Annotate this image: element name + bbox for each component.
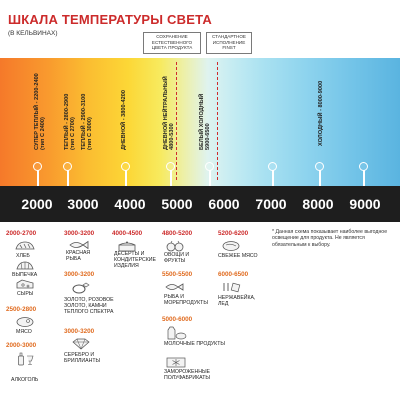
page-subtitle: (В КЕЛЬВИНАХ) xyxy=(8,30,58,37)
pin-marker-icon xyxy=(268,162,277,171)
dessert-cake-icon xyxy=(118,241,136,252)
scale-tick: 6000 xyxy=(208,196,240,212)
category-item-vegetables: ОВОЩИ И ФРУКТЫ xyxy=(164,252,190,265)
category-range: 5000-6000 xyxy=(162,316,193,323)
seafood-icon xyxy=(165,283,184,291)
alcohol-bottle-icon xyxy=(18,352,34,366)
range-label-line: ХОЛОДНЫЙ - 8000-9000 xyxy=(318,80,324,146)
scale-tick: 8000 xyxy=(302,196,334,212)
pin-stem xyxy=(37,170,39,186)
dairy-icon xyxy=(167,326,187,340)
range-label-line: (тип C 2400) xyxy=(40,117,47,150)
category-item-dairy: МОЛОЧНЫЕ ПРОДУКТЫ xyxy=(164,341,225,347)
footnote: * Данная схема показывает наиболее выгод… xyxy=(272,229,388,248)
range-label-cool-white: БЕЛЫЙ ХОЛОДНЫЙ 5900-6500 xyxy=(199,94,211,150)
range-label-daylight: ДНЕВНОЙ - 3800-4200 xyxy=(121,90,127,150)
range-label-line: (тип C 3000) xyxy=(87,117,94,150)
category-range: 3000-3200 xyxy=(64,328,95,335)
pin-marker-icon xyxy=(205,162,214,171)
category-range: 5200-6200 xyxy=(218,230,249,237)
standard-finst-note: СТАНДАРТНОЕ ИСПОЛНЕНИЕ FINST xyxy=(206,32,252,54)
scale-tick: 3000 xyxy=(67,196,99,212)
gold-ring-icon xyxy=(72,282,90,294)
pin-stem xyxy=(363,170,365,186)
finst-marker-line xyxy=(217,62,218,180)
pin-marker-icon xyxy=(33,162,42,171)
range-label-warm-2: ТЕПЛЫЙ - 2900-3100 (тип C 3000) xyxy=(81,94,93,150)
pin-stem xyxy=(170,170,172,186)
category-item-steel-ice: НЕРЖАВЕЙКА, ЛЕД xyxy=(218,295,256,308)
scale-tick: 7000 xyxy=(255,196,287,212)
category-range: 6000-6500 xyxy=(218,271,249,278)
scale-tick: 2000 xyxy=(21,196,53,212)
pin-stem xyxy=(67,170,69,186)
steel-ice-icon xyxy=(223,282,241,293)
fresh-meat-icon xyxy=(222,241,240,251)
natural-color-marker-line xyxy=(176,62,177,180)
red-fish-icon xyxy=(69,240,89,250)
category-item-fresh-meat: СВЕЖЕЕ МЯСО xyxy=(218,253,258,259)
bread-icon xyxy=(15,241,35,250)
category-range: 4000-4500 xyxy=(112,230,143,237)
category-item-bread: ХЛЕБ xyxy=(16,253,30,259)
category-item-gold: ЗОЛОТО, РОЗОВОЕ ЗОЛОТО, КАМНИ ТЕПЛОГО СП… xyxy=(64,297,114,316)
pin-stem xyxy=(272,170,274,186)
cheese-icon xyxy=(16,279,34,289)
category-item-pastry: ВЫПЕЧКА xyxy=(12,272,38,278)
category-item-silver: СЕРЕБРО И БРИЛЛИАНТЫ xyxy=(64,352,101,365)
pin-marker-icon xyxy=(166,162,175,171)
page-title: ШКАЛА ТЕМПЕРАТУРЫ СВЕТА xyxy=(8,12,212,27)
pin-marker-icon xyxy=(63,162,72,171)
category-item-desserts: ДЕСЕРТЫ И КОНДИТЕРСКИЕ ИЗДЕЛИЯ xyxy=(114,251,156,270)
scale-tick: 5000 xyxy=(161,196,193,212)
pin-marker-icon xyxy=(359,162,368,171)
pin-stem xyxy=(319,170,321,186)
pin-stem xyxy=(209,170,211,186)
category-range: 2000-2700 xyxy=(6,230,37,237)
category-range: 4800-5200 xyxy=(162,230,193,237)
range-label-line: ДНЕВНОЙ - 3800-4200 xyxy=(121,90,127,150)
category-item-frozen: ЗАМОРОЖЕННЫЕ ПОЛУФАБРИКАТЫ xyxy=(164,369,211,382)
category-item-cheese: СЫРЫ xyxy=(17,291,34,297)
pin-stem xyxy=(125,170,127,186)
category-range: 3000-3200 xyxy=(64,230,95,237)
category-range: 2000-3000 xyxy=(6,342,37,349)
pin-marker-icon xyxy=(121,162,130,171)
category-range: 3000-3200 xyxy=(64,271,95,278)
pastry-icon xyxy=(16,261,34,270)
frozen-food-icon xyxy=(166,357,186,368)
range-label-daylight-neutral: ДНЕВНОЙ НЕЙТРАЛЬНЫЙ 4800-5300 xyxy=(163,76,175,150)
vegetables-fruit-icon xyxy=(166,240,184,252)
kelvin-scale-bar xyxy=(0,186,400,222)
scale-tick: 9000 xyxy=(349,196,381,212)
pin-marker-icon xyxy=(315,162,324,171)
category-item-meat: МЯСО xyxy=(16,329,32,335)
scale-tick: 4000 xyxy=(114,196,146,212)
category-item-seafood: РЫБА И МОРЕПРОДУКТЫ xyxy=(164,294,208,307)
category-item-red-fish: КРАСНАЯ РЫБА xyxy=(66,250,91,263)
range-label-warm-1: ТЕПЛЫЙ - 2800-2900 (тип C 2700) xyxy=(64,94,76,150)
category-item-alcohol: АЛКОГОЛЬ xyxy=(11,377,39,383)
meat-icon xyxy=(16,317,34,327)
range-label-cold: ХОЛОДНЫЙ - 8000-9000 xyxy=(318,81,324,146)
category-range: 2500-2800 xyxy=(6,306,37,313)
range-label-super-warm: СУПЕР ТЕПЛЫЙ - 2200-2400 (тип C 2400) xyxy=(34,73,46,150)
range-label-line: 5900-6500 xyxy=(205,123,212,150)
range-label-line: (тип C 2700) xyxy=(70,117,77,150)
silver-diamond-icon xyxy=(72,338,90,350)
range-label-line: 4800-5300 xyxy=(169,123,176,150)
natural-color-note: СОХРАНЕНИЕ ЕСТЕСТВЕННОГО ЦВЕТА ПРОДУКТА xyxy=(143,32,201,54)
category-range: 5500-5500 xyxy=(162,271,193,278)
